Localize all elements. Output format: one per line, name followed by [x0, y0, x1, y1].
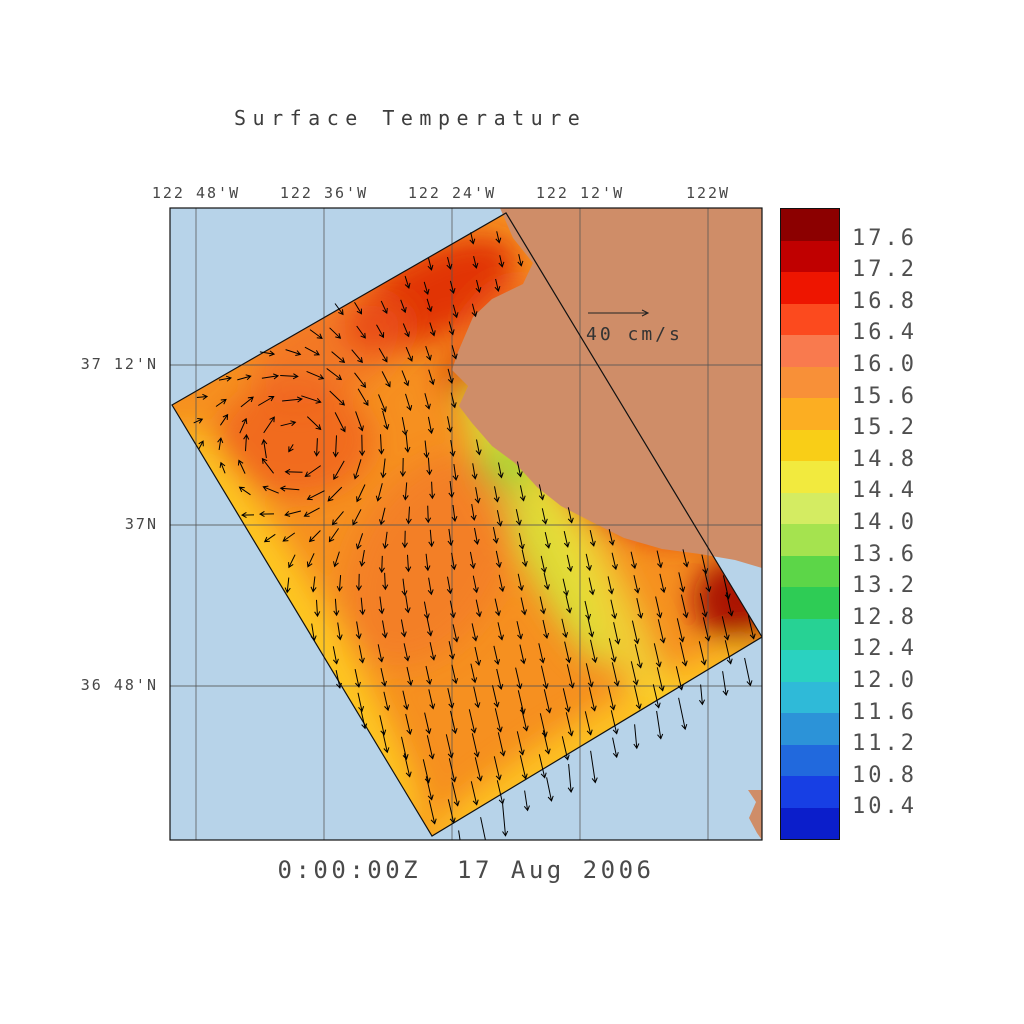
colorbar-tick-label: 16.8	[852, 288, 917, 314]
colorbar-band	[781, 272, 839, 304]
colorbar-tick-label: 15.2	[852, 415, 917, 441]
colorbar-tick-label: 11.2	[852, 731, 917, 757]
colorbar-band	[781, 713, 839, 745]
colorbar-tick-label: 14.4	[852, 478, 917, 504]
colorbar-tick-label: 12.0	[852, 668, 917, 693]
colorbar	[780, 208, 840, 840]
colorbar-tick-label: 10.4	[852, 794, 917, 820]
x-tick-label: 122 36'W	[279, 184, 369, 202]
colorbar-tick-label: 12.8	[852, 604, 917, 630]
colorbar-tick-label: 13.6	[852, 541, 917, 567]
vector-scale-label: 40 cm/s	[586, 324, 683, 345]
colorbar-band	[781, 807, 839, 839]
colorbar-tick-label: 17.2	[852, 257, 917, 283]
colorbar-band	[781, 461, 839, 493]
colorbar-band	[781, 492, 839, 524]
colorbar-band	[781, 555, 839, 587]
y-tick-label: 36 48'N	[80, 676, 158, 694]
colorbar-tick-label: 17.6	[852, 225, 917, 251]
colorbar-band	[781, 398, 839, 430]
y-tick-label: 37N	[124, 515, 158, 533]
x-tick-label: 122 48'W	[151, 184, 241, 202]
colorbar-band	[781, 335, 839, 367]
colorbar-band	[781, 587, 839, 619]
y-tick-label: 37 12'N	[80, 355, 158, 373]
colorbar-band	[781, 776, 839, 808]
colorbar-band	[781, 524, 839, 556]
colorbar-tick-label: 14.0	[852, 510, 917, 535]
colorbar-band	[781, 744, 839, 776]
timestamp-label: 0:00:00Z 17 Aug 2006	[277, 856, 655, 884]
colorbar-band	[781, 240, 839, 272]
colorbar-tick-label: 16.4	[852, 320, 917, 346]
colorbar-band	[781, 303, 839, 335]
x-tick-label: 122W	[685, 184, 731, 202]
colorbar-band	[781, 366, 839, 398]
colorbar-tick-label: 11.6	[852, 699, 917, 725]
colorbar-tick-label: 14.8	[852, 446, 917, 472]
colorbar-tick-label: 15.6	[852, 383, 917, 409]
colorbar-band	[781, 209, 839, 241]
colorbar-band	[781, 429, 839, 461]
colorbar-band	[781, 618, 839, 650]
x-tick-label: 122 24'W	[407, 184, 497, 202]
colorbar-tick-label: 10.8	[852, 762, 917, 788]
x-tick-label: 122 12'W	[535, 184, 625, 202]
colorbar-tick-label: 16.0	[852, 352, 917, 377]
colorbar-tick-label: 12.4	[852, 636, 917, 662]
colorbar-band	[781, 681, 839, 713]
colorbar-band	[781, 650, 839, 682]
plot-title: Surface Temperature	[234, 106, 587, 130]
colorbar-tick-label: 13.2	[852, 573, 917, 599]
